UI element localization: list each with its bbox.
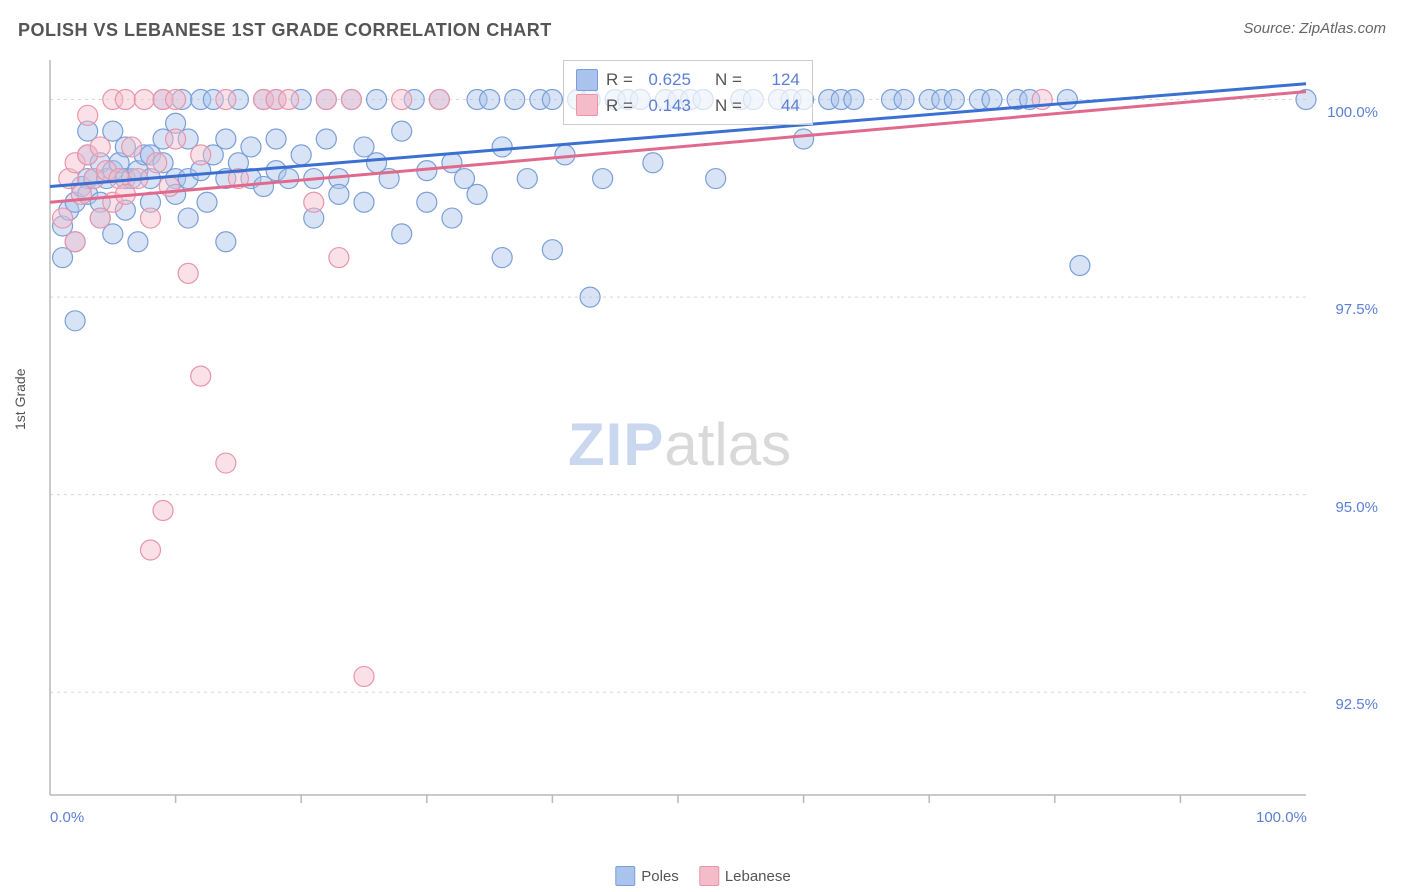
stats-row-poles: R = 0.625 N = 124 xyxy=(576,67,800,93)
legend-bottom: Poles Lebanese xyxy=(615,866,790,886)
x-tick-label: 0.0% xyxy=(50,809,84,826)
scatter-svg xyxy=(48,55,1386,825)
y-tick-label: 92.5% xyxy=(1335,696,1378,713)
r-value-lebanese: 0.143 xyxy=(641,93,691,119)
source-name: ZipAtlas.com xyxy=(1299,20,1386,37)
y-tick-label: 95.0% xyxy=(1335,499,1378,516)
r-label: R = xyxy=(606,67,633,93)
plot-area: ZIPatlas R = 0.625 N = 124 R = 0.143 N =… xyxy=(48,55,1386,825)
source-label: Source: xyxy=(1243,20,1295,37)
legend-item-lebanese[interactable]: Lebanese xyxy=(699,866,791,886)
legend-label-poles: Poles xyxy=(641,868,679,885)
source-credit: Source: ZipAtlas.com xyxy=(1243,20,1386,37)
n-value-poles: 124 xyxy=(750,67,800,93)
lebanese-swatch-icon xyxy=(576,94,598,116)
lebanese-swatch-icon xyxy=(699,866,719,886)
n-label: N = xyxy=(715,67,742,93)
stats-legend: R = 0.625 N = 124 R = 0.143 N = 44 xyxy=(563,60,813,125)
legend-label-lebanese: Lebanese xyxy=(725,868,791,885)
n-value-lebanese: 44 xyxy=(750,93,800,119)
y-axis-label: 1st Grade xyxy=(12,369,28,430)
y-tick-label: 100.0% xyxy=(1327,104,1378,121)
poles-swatch-icon xyxy=(615,866,635,886)
chart-title: POLISH VS LEBANESE 1ST GRADE CORRELATION… xyxy=(18,20,552,41)
x-tick-label: 100.0% xyxy=(1256,809,1307,826)
poles-swatch-icon xyxy=(576,69,598,91)
r-value-poles: 0.625 xyxy=(641,67,691,93)
legend-item-poles[interactable]: Poles xyxy=(615,866,679,886)
stats-row-lebanese: R = 0.143 N = 44 xyxy=(576,93,800,119)
y-tick-label: 97.5% xyxy=(1335,301,1378,318)
n-label: N = xyxy=(715,93,742,119)
r-label: R = xyxy=(606,93,633,119)
